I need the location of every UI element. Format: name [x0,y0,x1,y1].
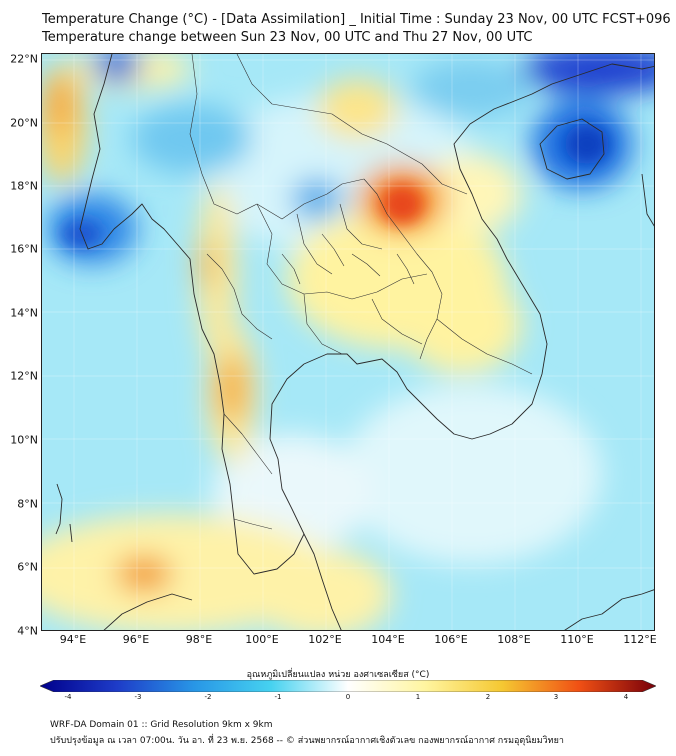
lon-label-102e: 102°E [308,633,342,646]
lat-label-12n: 12°N [10,369,38,383]
lon-label-96e: 96°E [122,633,150,646]
colorbar-tick-3: 3 [553,693,559,701]
lat-label-20n: 20°N [10,116,38,130]
lat-label-16n: 16°N [10,242,38,256]
colorbar [40,680,656,692]
colorbar-tick-2: 2 [485,693,491,701]
lon-label-110e: 110°E [560,633,594,646]
lat-label-14n: 14°N [10,306,38,320]
lon-label-106e: 106°E [434,633,468,646]
colorbar-title: อุณหภูมิเปลี่ยนแปลง หน่วย องศาเซลเซียส (… [246,670,430,680]
colorbar-tick-minus4: -4 [64,693,72,701]
lon-label-108e: 108°E [497,633,531,646]
lon-label-98e: 98°E [185,633,213,646]
gridlines [42,54,654,630]
map-subtitle: Temperature change between Sun 23 Nov, 0… [42,30,533,45]
map-title: Temperature Change (°C) - [Data Assimila… [42,12,671,27]
coastlines [55,54,654,630]
footer-model-info: WRF-DA Domain 01 :: Grid Resolution 9km … [50,720,273,730]
colorbar-tick-0: 0 [345,693,351,701]
lat-label-8n: 8°N [17,497,38,511]
colorbar-tick-minus1: -1 [274,693,282,701]
colorbar-tick-minus2: -2 [204,693,212,701]
hotspot-laos [380,184,424,224]
colorbar-tick-1: 1 [415,693,421,701]
lon-label-100e: 100°E [245,633,279,646]
lon-label-112e: 112°E [623,633,657,646]
lat-label-6n: 6°N [17,560,38,574]
map-canvas [42,54,654,630]
footer-credit: ปรับปรุงข้อมูล ณ เวลา 07:00น. วัน อา. ที… [50,736,564,746]
country-borders [189,54,533,530]
lon-label-94e: 94°E [59,633,87,646]
lat-label-4n: 4°N [17,624,38,638]
lat-label-18n: 18°N [10,179,38,193]
colorbar-tick-4: 4 [623,693,629,701]
lon-label-104e: 104°E [371,633,405,646]
colorbar-tick-minus3: -3 [134,693,142,701]
lat-label-22n: 22°N [10,52,38,66]
lat-label-10n: 10°N [10,433,38,447]
coldspot-hainan [565,124,609,164]
temperature-change-map [41,53,655,631]
